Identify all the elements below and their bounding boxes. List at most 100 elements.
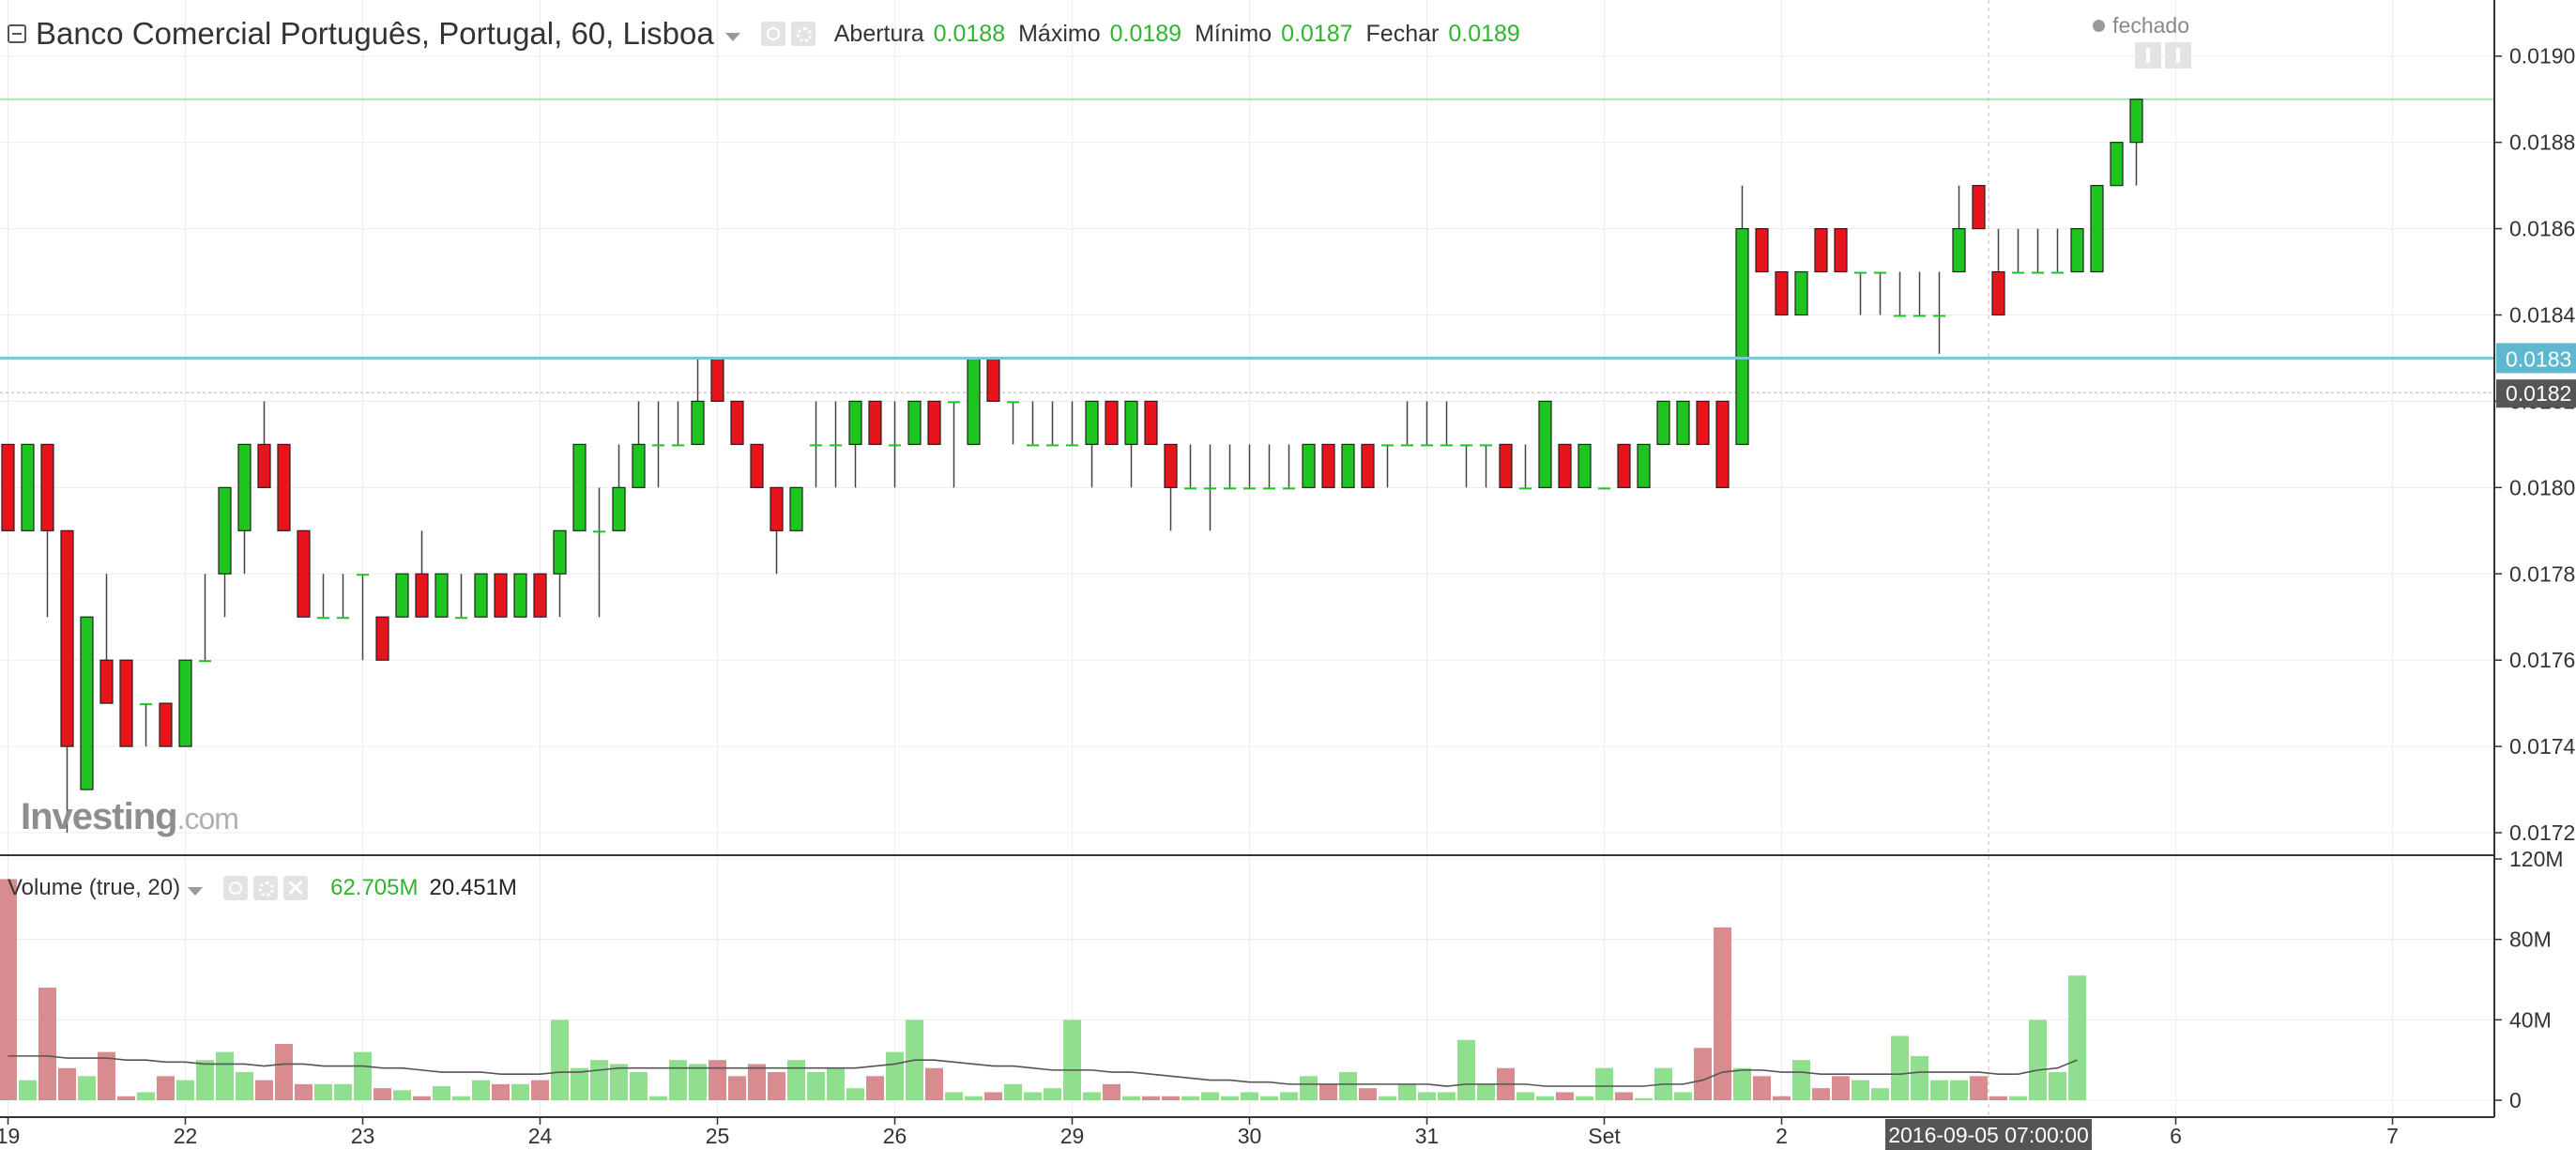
candle-body bbox=[434, 573, 449, 618]
volume-bar bbox=[1418, 1092, 1436, 1100]
volume-bar bbox=[117, 1096, 135, 1100]
candle-body bbox=[672, 444, 684, 447]
candle-body bbox=[415, 573, 429, 618]
gear-icon[interactable] bbox=[253, 876, 279, 900]
candle-body bbox=[1913, 314, 1926, 317]
volume-bar bbox=[1576, 1096, 1593, 1100]
candle-body bbox=[2032, 271, 2044, 274]
volume-bar bbox=[1103, 1083, 1120, 1100]
candle-body bbox=[357, 574, 369, 576]
volume-bar bbox=[1950, 1080, 1968, 1100]
chevron-down-icon[interactable] bbox=[724, 32, 740, 41]
volume-bar bbox=[19, 1080, 37, 1100]
price-axis-label: 0.0184 bbox=[2509, 303, 2576, 328]
investing-watermark: Investing.com bbox=[21, 796, 239, 838]
price-axis-label: 0.0188 bbox=[2509, 130, 2575, 155]
eye-icon[interactable] bbox=[760, 22, 785, 46]
volume-bar bbox=[1556, 1092, 1574, 1100]
volume-bar bbox=[393, 1090, 411, 1100]
candle-body bbox=[612, 486, 626, 531]
volume-bar bbox=[78, 1076, 96, 1100]
candle-body bbox=[750, 443, 764, 488]
high-label: Máximo bbox=[1018, 20, 1101, 47]
candle-body bbox=[1854, 271, 1867, 274]
candle-body bbox=[652, 444, 664, 447]
candle-body bbox=[257, 443, 271, 488]
volume-bar bbox=[965, 1096, 983, 1100]
volume-bar bbox=[314, 1083, 332, 1100]
price-axis-label: 0.0186 bbox=[2509, 217, 2575, 241]
candle-body bbox=[494, 573, 508, 618]
volume-bar bbox=[886, 1051, 904, 1100]
price-axis-label: 0.0172 bbox=[2509, 820, 2575, 845]
time-axis-label: 7 bbox=[2386, 1124, 2399, 1148]
candle-body bbox=[1124, 400, 1138, 445]
candle-body bbox=[967, 357, 981, 445]
volume-bar bbox=[1063, 1020, 1081, 1100]
candle-body bbox=[593, 530, 605, 533]
time-axis-label: 29 bbox=[1060, 1124, 1085, 1148]
candle-body bbox=[1105, 400, 1119, 445]
candle-body bbox=[1184, 487, 1197, 490]
candle-body bbox=[533, 573, 547, 618]
candle-body bbox=[1243, 487, 1256, 490]
time-axis-label: 31 bbox=[1415, 1124, 1440, 1148]
volume-bar bbox=[610, 1064, 628, 1100]
volume-bar bbox=[1398, 1083, 1416, 1100]
candle-body bbox=[1952, 227, 1966, 273]
gear-icon[interactable] bbox=[790, 22, 815, 46]
close-icon[interactable] bbox=[283, 876, 309, 900]
volume-bar bbox=[728, 1076, 746, 1100]
volume-bar bbox=[748, 1064, 766, 1100]
candle-body bbox=[513, 573, 527, 618]
candle-body bbox=[1696, 400, 1710, 445]
volume-bar bbox=[846, 1088, 864, 1100]
instrument-title[interactable]: Banco Comercial Português, Portugal, 60,… bbox=[36, 16, 714, 51]
candle-body bbox=[889, 444, 901, 447]
volume-bar bbox=[1201, 1092, 1219, 1100]
candle-body bbox=[2070, 227, 2084, 273]
candle-body bbox=[1834, 227, 1848, 273]
watermark-brand: Investing bbox=[21, 796, 178, 837]
chart-legend: Banco Comercial Português, Portugal, 60,… bbox=[8, 11, 1520, 56]
candle-body bbox=[1814, 227, 1828, 273]
volume-bar bbox=[413, 1096, 431, 1100]
volume-bar bbox=[472, 1080, 490, 1100]
volume-bar bbox=[334, 1083, 352, 1100]
volume-axis-label: 40M bbox=[2509, 1007, 2552, 1032]
volume-bar bbox=[1260, 1096, 1278, 1100]
candle-body bbox=[2129, 99, 2143, 144]
scale-up-icon[interactable] bbox=[2165, 42, 2191, 69]
candle-body bbox=[159, 702, 173, 747]
volume-bar bbox=[1832, 1076, 1850, 1100]
volume-title[interactable]: Volume (true, 20) bbox=[8, 875, 181, 900]
volume-bar bbox=[1595, 1067, 1613, 1100]
volume-bar bbox=[0, 879, 17, 1100]
candle-body bbox=[1283, 487, 1295, 490]
candle-body bbox=[119, 659, 133, 747]
minus-square-icon[interactable] bbox=[8, 24, 26, 43]
candle-body bbox=[1460, 444, 1472, 447]
volume-ma-line bbox=[8, 1055, 2078, 1087]
eye-icon[interactable] bbox=[223, 876, 249, 900]
chevron-down-icon[interactable] bbox=[188, 886, 204, 896]
volume-bar bbox=[58, 1067, 76, 1100]
volume-bar bbox=[1891, 1035, 1909, 1100]
candle-body bbox=[2051, 271, 2064, 274]
volume-bar bbox=[2068, 975, 2086, 1100]
candle-body bbox=[218, 486, 232, 575]
volume-bar bbox=[1714, 927, 1731, 1100]
candle-body bbox=[710, 357, 724, 403]
volume-bar bbox=[1970, 1076, 1988, 1100]
volume-bar bbox=[630, 1072, 648, 1100]
candle-body bbox=[237, 443, 252, 531]
candle-body bbox=[1480, 444, 1492, 447]
time-axis-label: 19 bbox=[0, 1124, 20, 1148]
volume-bar bbox=[1300, 1076, 1318, 1100]
scale-down-icon[interactable] bbox=[2135, 42, 2161, 69]
volume-axis-label: 120M bbox=[2509, 847, 2564, 871]
volume-bar bbox=[807, 1072, 825, 1100]
candle-body bbox=[1558, 443, 1572, 488]
crosshair-date-box bbox=[1885, 1119, 2092, 1150]
